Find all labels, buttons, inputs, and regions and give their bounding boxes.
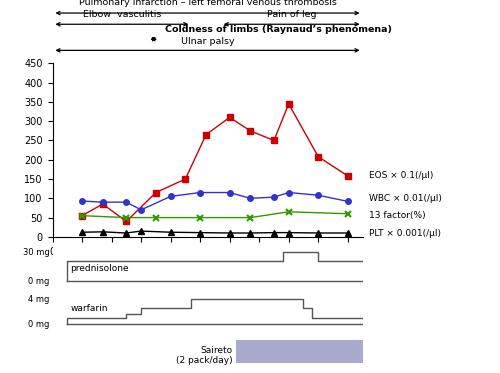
- X-axis label: days: days: [195, 258, 220, 268]
- Text: Saireto
(2 pack/day): Saireto (2 pack/day): [176, 346, 233, 366]
- Bar: [236, 340, 362, 363]
- Text: Pain of leg: Pain of leg: [267, 10, 316, 19]
- Text: PLT × 0.001(/µl): PLT × 0.001(/µl): [368, 229, 440, 238]
- Text: WBC × 0.01(/µl): WBC × 0.01(/µl): [368, 194, 442, 203]
- Text: warfarin: warfarin: [70, 304, 108, 313]
- Text: Coldness of limbs (Raynaud’s phenomena): Coldness of limbs (Raynaud’s phenomena): [165, 25, 392, 34]
- Text: prednisolone: prednisolone: [70, 264, 129, 273]
- Text: EOS × 0.1(/µl): EOS × 0.1(/µl): [368, 172, 433, 181]
- Text: Pulmonary infarction – left femoral venous thrombosis: Pulmonary infarction – left femoral veno…: [78, 0, 336, 7]
- Text: Elbow  vasculitis: Elbow vasculitis: [82, 10, 161, 19]
- Text: 13 factor(%): 13 factor(%): [368, 211, 426, 220]
- Text: Ulnar palsy: Ulnar palsy: [180, 37, 234, 46]
